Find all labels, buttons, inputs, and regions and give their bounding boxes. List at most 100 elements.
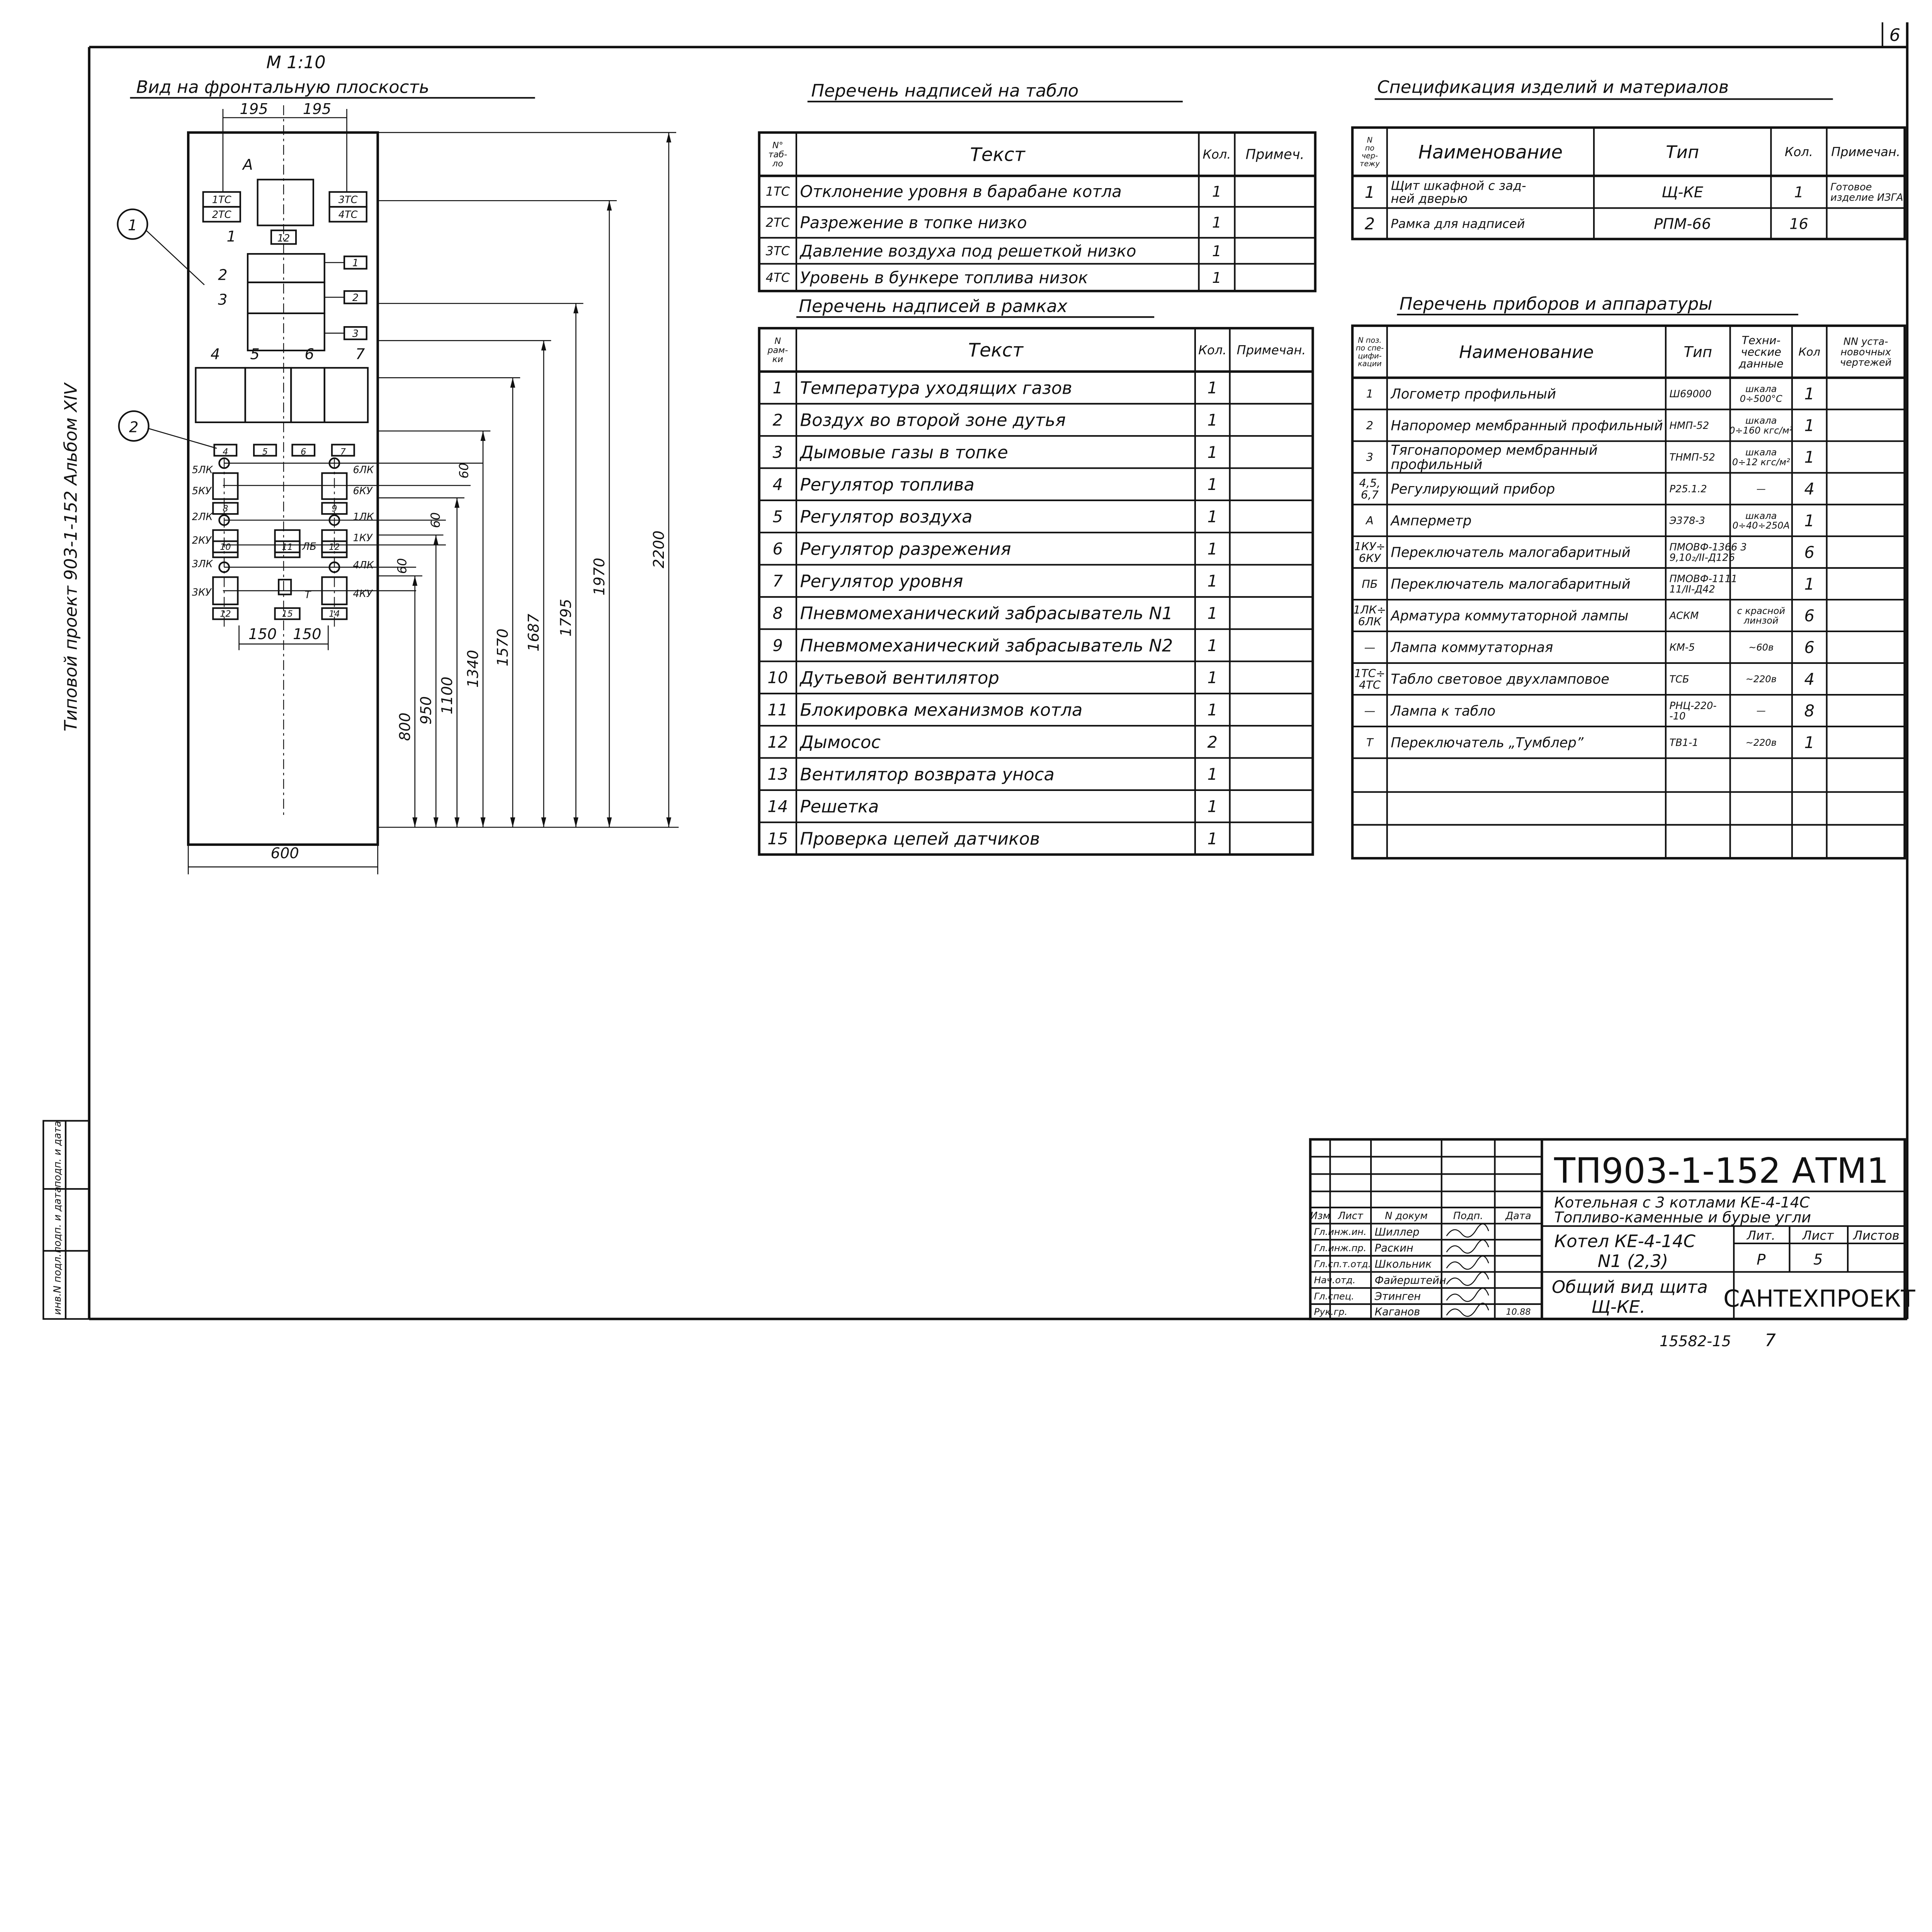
table-border [1351, 324, 1906, 860]
frame-number: 10 [220, 542, 231, 552]
signal-board-label: 1ТС [212, 194, 231, 206]
switch-label: 1КУ [353, 532, 372, 544]
table-cell: ~220в [1746, 737, 1777, 748]
height-dimension-label: 1795 [558, 599, 575, 637]
switch-label: 4КУ [353, 588, 372, 600]
table-header: Примечан. [1237, 343, 1306, 357]
switch [212, 472, 239, 500]
table-cell: Дымовые газы в топке [799, 442, 1008, 463]
table-cell: 1 [1208, 701, 1218, 719]
toggle-switch [278, 578, 292, 595]
table-cell: шкала 0÷40÷250А [1733, 510, 1790, 531]
table-cell: 14 [767, 797, 788, 816]
table-header: Текст [968, 340, 1024, 361]
lamp-label: 4ЛК [353, 560, 374, 571]
table-cell: 2 [1208, 733, 1218, 752]
table-cell: 15 [767, 829, 788, 848]
height-dimension-label: 2200 [650, 531, 668, 568]
drawing-code: ТП903-1-152 АТМ1 [1554, 1151, 1889, 1191]
table-cell: 1ЛК÷ 6ЛК [1354, 603, 1386, 628]
revision-header: N докум [1385, 1210, 1428, 1222]
frame-number: 9 [332, 504, 337, 514]
sheet-value: 5 [1813, 1251, 1823, 1268]
lamp-icon [218, 561, 230, 573]
switches [212, 472, 348, 605]
table-cell: 4ТС [766, 270, 790, 285]
table-cell: 1КУ÷ 6КУ [1354, 540, 1386, 565]
table-cell: — [1757, 706, 1766, 716]
table-cell: Решетка [800, 796, 879, 817]
table-border [758, 327, 1314, 856]
height-dimension-label: 1687 [525, 614, 543, 651]
sheet-title: Общий вид щита [1552, 1277, 1708, 1297]
table-cell: 7 [773, 571, 783, 590]
switch-label: 5КУ [192, 485, 212, 497]
table-header: N поз. по спе-цифи-кации [1356, 336, 1384, 368]
table-cell: 11 [767, 701, 788, 719]
dim-60: 60 [428, 512, 443, 528]
dim-150-right: 150 [293, 626, 321, 643]
table-cell: Дутьевой вентилятор [799, 667, 999, 688]
signatory-name: Раскин [1375, 1242, 1413, 1254]
table-cell: 1 [1804, 733, 1815, 752]
lamp-icon [328, 514, 340, 526]
switch [321, 472, 348, 500]
height-dimension-label: 1570 [494, 629, 512, 667]
lamp-icon [328, 457, 340, 469]
switch-label: 2КУ [192, 535, 212, 546]
height-dimension-label: 950 [417, 696, 435, 724]
table-cell: 1 [1208, 539, 1218, 558]
table-cell: Переключатель „Тумблер” [1391, 735, 1583, 751]
object-number: N1 (2,3) [1598, 1251, 1668, 1271]
table-cell: Логометр профильный [1390, 386, 1556, 402]
object-name: Котел КЕ-4-14С [1554, 1231, 1696, 1252]
signatory-role: Нач.отд. [1314, 1275, 1356, 1286]
table-header: Техни-ческие данные [1738, 333, 1784, 370]
table-cell: Воздух во второй зоне дутья [800, 410, 1066, 430]
frame-number: 12 [220, 609, 231, 619]
table-cell: Лампа коммутаторная [1390, 640, 1553, 656]
signal-board-label: 3ТС [338, 194, 358, 206]
table-cell: шкала 0÷500°С [1740, 384, 1782, 404]
table-cell: 1 [1208, 443, 1218, 462]
table-cell: АСКМ [1669, 610, 1699, 622]
signatory-role: Гл.сп.т.отд. [1314, 1259, 1371, 1269]
table-cell: Р25.1.2 [1670, 483, 1707, 495]
table-cell: Отклонение уровня в барабане котла [800, 182, 1122, 201]
callout-2 [118, 410, 150, 442]
instruments-table-title: Перечень приборов и аппаратуры [1400, 293, 1713, 314]
side-title: Типовой проект 903-1-152 Альбом XIV [61, 382, 81, 731]
frame-number: 4 [223, 447, 228, 457]
stamp-label: подп. и дата [52, 1187, 63, 1253]
table-cell: ТНМП-52 [1670, 452, 1715, 463]
table-cell: 4,5, 6,7 [1359, 476, 1380, 501]
table-cell: 3 [1366, 451, 1373, 464]
instruments-table: N поз. по спе-цифи-кации Наименование Тип Те… [1351, 324, 1906, 860]
table-cell: Регулятор разрежения [800, 539, 1011, 559]
signature [1446, 1287, 1489, 1302]
table-header: Тип [1684, 344, 1712, 361]
table-cell: 1 [1804, 575, 1815, 594]
dim-195-left: 195 [240, 100, 268, 118]
organization: САНТЕХПРОЕКТ [1723, 1285, 1915, 1312]
table-cell: 1 [1366, 387, 1373, 400]
frame-number: 12 [329, 542, 340, 552]
table-cell: 3ТС [766, 244, 790, 259]
table-cell: 1 [1208, 829, 1218, 848]
signature [1446, 1239, 1489, 1254]
table-cell: 1 [1212, 214, 1221, 231]
table-cell: 1 [1208, 378, 1218, 397]
view-scale: М 1:10 [266, 52, 326, 72]
stamp-label: инв.N подл. [52, 1253, 63, 1315]
switch-label: ЛБ [302, 541, 316, 553]
table-cell: 10 [767, 668, 788, 687]
instrument-number: 6 [304, 345, 314, 363]
table-cell: Разрежение в топке низко [800, 213, 1027, 232]
table-cell: ПМОВФ-1366 3 9,10₂/II-Д126 [1670, 542, 1747, 564]
table-cell: 2 [1365, 214, 1375, 233]
table-cell: Уровень в бункере топлива низок [800, 268, 1088, 287]
revision-header: Дата [1505, 1210, 1531, 1222]
